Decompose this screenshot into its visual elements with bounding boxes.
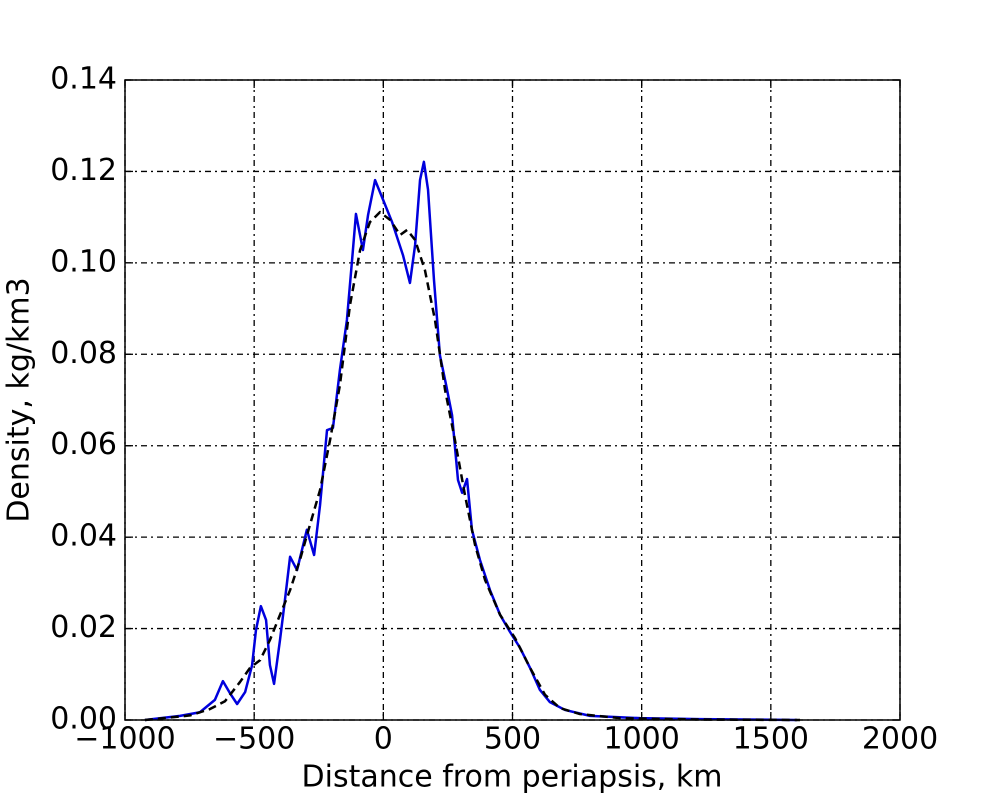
x-tick-label: 0 [374, 722, 393, 757]
x-axis-label: Distance from periapsis, km [302, 760, 723, 795]
series-line [144, 160, 797, 722]
y-axis-label: Density, kg/km3 [2, 277, 37, 522]
ticks: −1000 −500 0 500 1000 1500 2000 0.00 0.02 0.04 0.0… [50, 62, 938, 757]
y-tick-label: 0.00 [50, 702, 117, 737]
y-tick-label: 0.08 [50, 336, 117, 371]
y-tick-label: 0.06 [50, 427, 117, 462]
x-tick-label: 2000 [862, 722, 938, 757]
x-tick-label: −500 [213, 722, 295, 757]
grid [124, 79, 901, 721]
x-tick-label: 1000 [603, 722, 679, 757]
y-tick-label: 0.12 [50, 153, 117, 188]
y-tick-label: 0.04 [50, 519, 117, 554]
plot-area [144, 160, 801, 722]
x-tick-label: −1000 [74, 722, 175, 757]
x-tick-label: 1500 [733, 722, 809, 757]
y-tick-label: 0.10 [50, 244, 117, 279]
y-tick-label: 0.14 [50, 62, 117, 97]
series-line [144, 210, 801, 722]
y-tick-label: 0.02 [50, 610, 117, 645]
x-tick-label: 500 [484, 722, 541, 757]
